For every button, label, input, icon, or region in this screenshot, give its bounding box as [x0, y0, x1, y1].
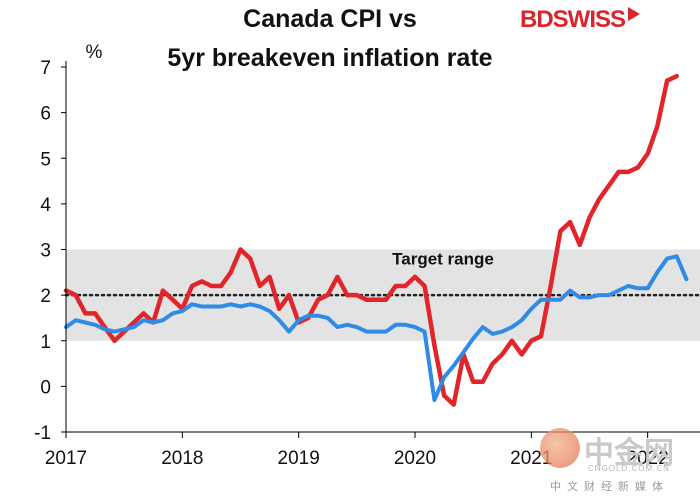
chart-title-line-2: 5yr breakeven inflation rate: [167, 44, 493, 72]
x-tick-label: 2022: [627, 448, 669, 469]
chart-title-line-1: Canada CPI vs: [243, 5, 417, 33]
y-tick-label: 7: [40, 58, 51, 79]
watermark-main: 中金网: [584, 436, 674, 471]
y-tick-label: 3: [40, 241, 51, 262]
x-tick-label: 2017: [45, 448, 87, 469]
brand-arrow-icon: [628, 7, 641, 21]
x-tick-label: 2019: [278, 448, 320, 469]
watermark-sub: CNGOLD.COM.CN: [588, 464, 670, 473]
y-tick-label: 4: [40, 195, 51, 216]
series-line-breakeven: [64, 254, 689, 403]
y-tick-label: -1: [34, 423, 51, 444]
y-tick-label: 2: [40, 286, 51, 307]
x-tick-label: 2020: [394, 448, 436, 469]
brand-logo: BDSWISS: [520, 6, 641, 34]
y-tick-label: 5: [40, 149, 51, 170]
brand-logo-part1: BD: [520, 6, 554, 33]
x-tick-label: 2018: [161, 448, 203, 469]
target-range-label: Target range: [392, 250, 494, 269]
series-line-cpi: [63, 73, 679, 407]
y-tick-label: 0: [40, 377, 51, 398]
y-tick-label: 1: [40, 332, 51, 353]
y-axis-label: %: [86, 42, 103, 63]
y-tick-label: 6: [40, 104, 51, 125]
brand-logo-part2: SWISS: [552, 6, 626, 33]
watermark-tag: 中文财经新媒体: [550, 480, 669, 493]
watermark-logo-icon: [540, 428, 580, 468]
